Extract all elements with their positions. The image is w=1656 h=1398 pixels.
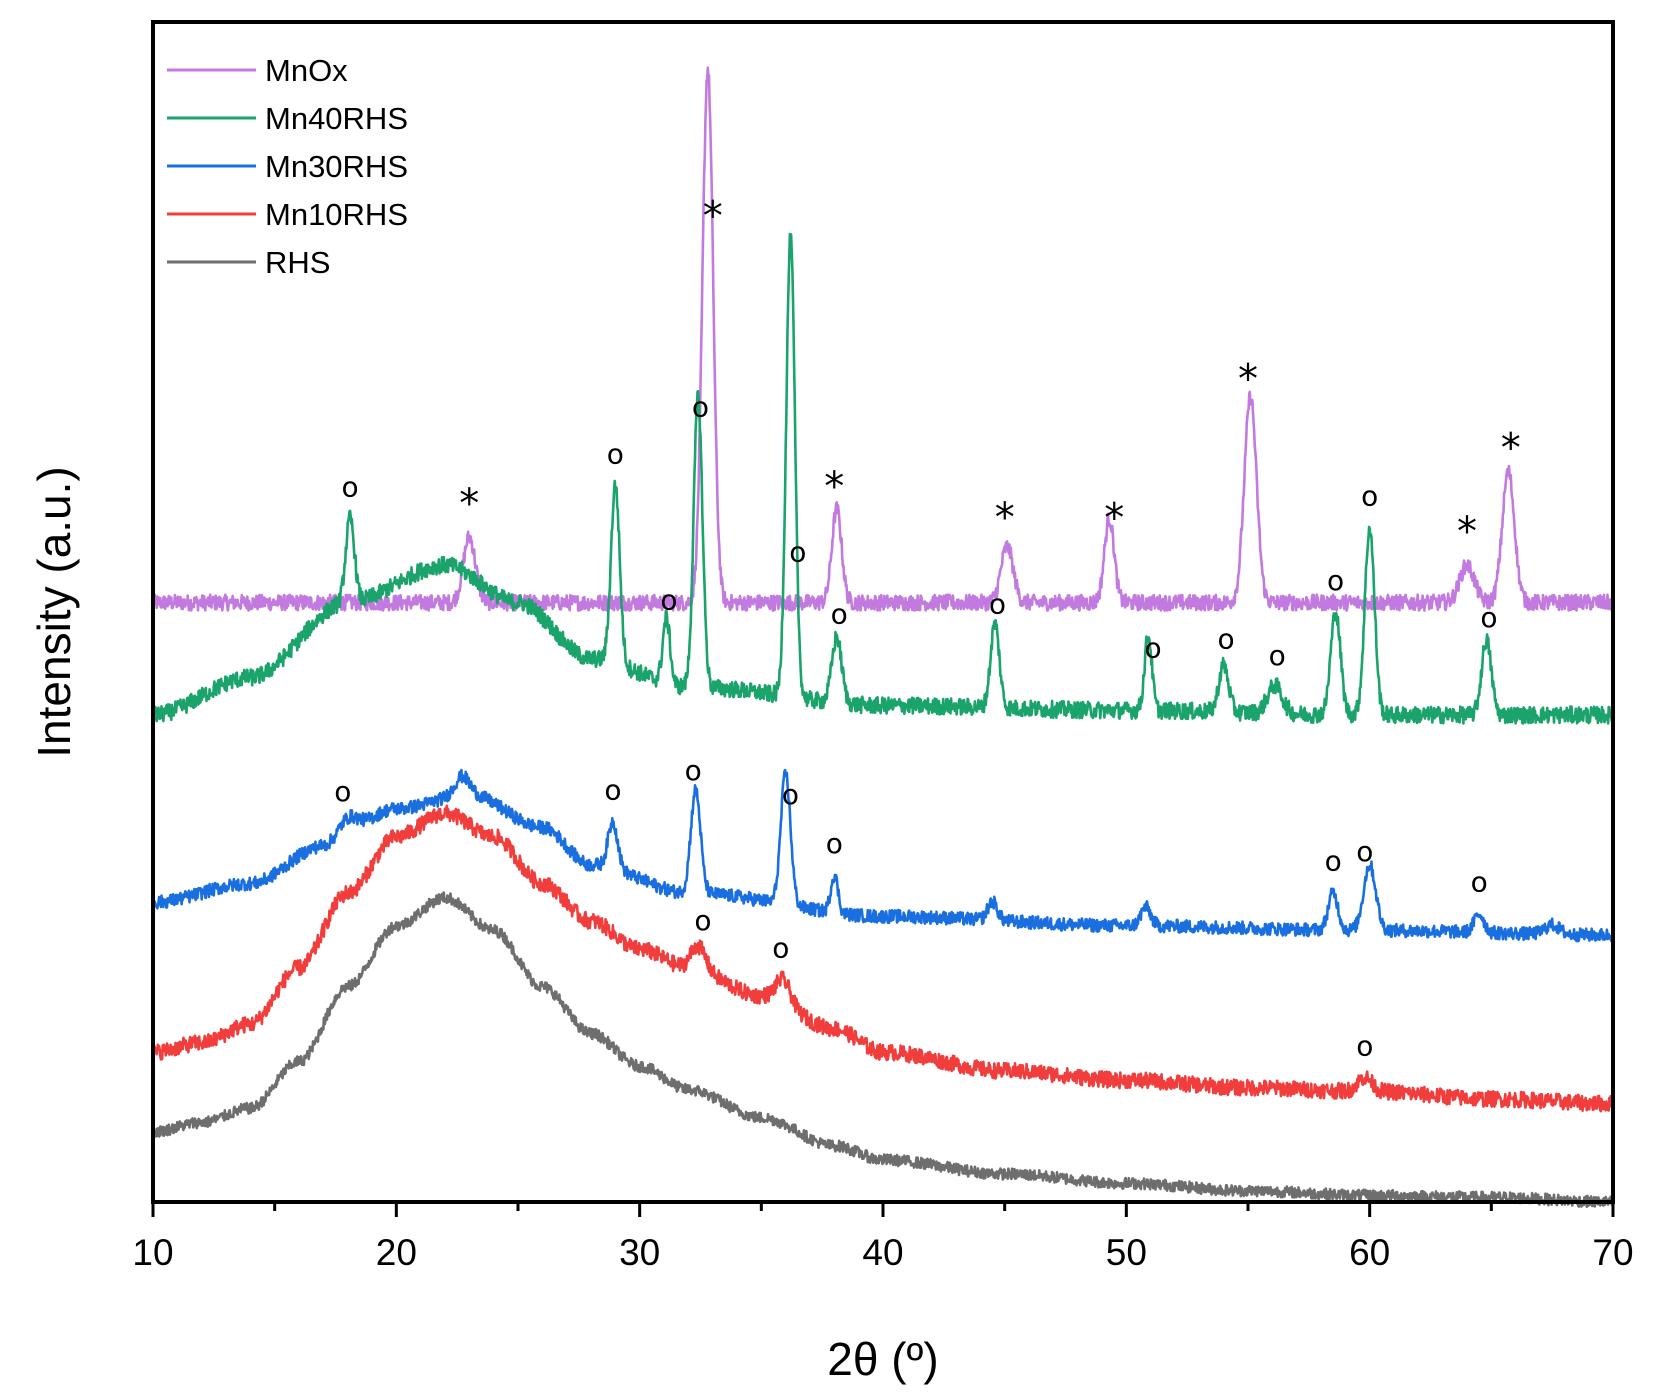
peak-marker-mn30rhs: o <box>1471 866 1488 899</box>
peak-marker-mn40rhs: o <box>1480 601 1497 634</box>
x-axis-title: 2θ (º) <box>827 1333 938 1385</box>
peak-marker-mnox: * <box>1501 426 1521 472</box>
peak-marker-mn40rhs: o <box>1218 623 1235 656</box>
peak-marker-mnox: * <box>1238 356 1258 402</box>
peak-marker-mn30rhs: o <box>604 774 621 807</box>
series-line-mn40rhs <box>151 232 1615 725</box>
peak-marker-mn40rhs: o <box>831 597 848 630</box>
legend-label-rhs: RHS <box>265 245 330 280</box>
series-line-mn10rhs <box>151 804 1614 1113</box>
series-line-rhs <box>151 891 1615 1209</box>
peak-marker-mn10rhs: o <box>1356 1029 1373 1062</box>
peak-marker-mn40rhs: o <box>1145 632 1162 665</box>
peak-marker-mn30rhs: o <box>782 778 799 811</box>
legend-label-mn40rhs: Mn40RHS <box>265 101 408 136</box>
peak-marker-mn30rhs: o <box>685 754 702 787</box>
peak-marker-mn30rhs: o <box>826 827 843 860</box>
peak-marker-mnox: * <box>1104 496 1124 542</box>
x-tick-label: 10 <box>132 1232 173 1273</box>
peak-marker-mn30rhs: o <box>334 775 351 808</box>
x-tick-label: 20 <box>376 1232 417 1273</box>
peak-marker-mnox: * <box>995 495 1015 541</box>
peak-marker-mn40rhs: o <box>1327 564 1344 597</box>
peak-marker-mnox: * <box>824 464 844 510</box>
series-line-mn30rhs <box>151 768 1614 943</box>
peak-marker-mnox: * <box>1457 509 1477 555</box>
legend: MnOx Mn40RHS Mn30RHS Mn10RHS RHS <box>167 53 408 280</box>
series-line-mnox <box>151 66 1615 612</box>
legend-label-mnox: MnOx <box>265 53 348 88</box>
legend-label-mn10rhs: Mn10RHS <box>265 197 408 232</box>
peak-marker-mn40rhs: o <box>1361 480 1378 513</box>
x-axis: 10 20 30 40 50 60 70 <box>132 1202 1634 1273</box>
peak-marker-mnox: * <box>703 194 723 240</box>
peak-marker-mn40rhs: o <box>1269 639 1286 672</box>
series-layer <box>151 66 1615 1209</box>
peak-marker-mnox: * <box>459 481 479 527</box>
legend-label-mn30rhs: Mn30RHS <box>265 149 408 184</box>
peak-marker-mn10rhs: o <box>772 932 789 965</box>
x-tick-label: 50 <box>1106 1232 1147 1273</box>
y-axis-title: Intensity (a.u.) <box>28 466 80 757</box>
peak-marker-mn40rhs: o <box>789 536 806 569</box>
peak-marker-mn30rhs: o <box>1356 835 1373 868</box>
peak-marker-mn40rhs: o <box>607 437 624 470</box>
x-tick-label: 60 <box>1349 1232 1390 1273</box>
peak-marker-mn40rhs: o <box>660 584 677 617</box>
peak-marker-mn40rhs: o <box>692 390 709 423</box>
peak-marker-mn10rhs: o <box>694 904 711 937</box>
peak-marker-mn30rhs: o <box>1325 845 1342 878</box>
x-tick-label: 70 <box>1592 1232 1633 1273</box>
peak-marker-mn40rhs: o <box>342 470 359 503</box>
peak-marker-mn40rhs: o <box>989 588 1006 621</box>
x-tick-label: 40 <box>862 1232 903 1273</box>
x-tick-label: 30 <box>619 1232 660 1273</box>
